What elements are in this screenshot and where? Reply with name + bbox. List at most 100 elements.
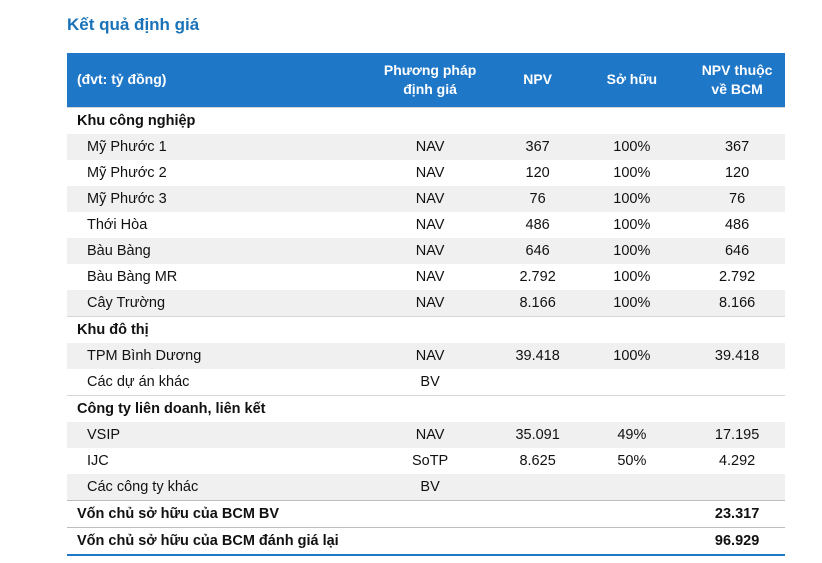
row-method: NAV (415, 268, 445, 285)
row-name: Thới Hòa (87, 216, 148, 233)
row-name: VSIP (67, 421, 360, 448)
section-row: Khu công nghiệp (67, 106, 785, 134)
row-ownership (574, 473, 690, 500)
row-npv-bcm: 76 (689, 185, 785, 212)
table-header-row: (đvt: tỷ đồng) Phương pháp định giá NPV … (67, 53, 785, 107)
table-row: TPM Bình Dương NAV 39.418 100% 39.418 (67, 342, 785, 369)
total-row: Vốn chủ sở hữu của BCM đánh giá lại 96.92… (67, 526, 785, 556)
row-npv-bcm (689, 473, 785, 500)
total-row: Vốn chủ sở hữu của BCM BV 23.317 (67, 499, 785, 527)
empty-cell (500, 315, 575, 343)
total-value: 96.929 (689, 526, 785, 556)
row-method: NAV (359, 289, 501, 316)
row-npv-bcm: 646 (689, 237, 785, 264)
row-name: Bàu Bàng MR (87, 268, 178, 285)
row-method: NAV (359, 342, 501, 369)
row-method: NAV (359, 185, 501, 212)
row-ownership: 100% (613, 216, 651, 233)
row-ownership: 50% (617, 452, 647, 469)
table-row: Các công ty khác BV (67, 473, 785, 500)
row-ownership: 100% (574, 133, 690, 160)
empty-cell (574, 315, 690, 343)
table-row: VSIP NAV 35.091 49% 17.195 (67, 421, 785, 448)
row-npv: 8.625 (519, 452, 556, 469)
table-body: Khu công nghiệp Mỹ Phước 1 NAV 367 100% 367 Mỹ… (67, 106, 785, 556)
row-npv: 76 (500, 185, 575, 212)
row-ownership: 100% (613, 164, 651, 181)
empty-cell (574, 394, 690, 422)
header-npv: NPV (523, 71, 553, 88)
row-npv: 367 (500, 133, 575, 160)
row-method: BV (359, 473, 501, 500)
row-name: Bàu Bàng (67, 237, 360, 264)
row-npv-bcm: 4.292 (718, 452, 756, 469)
row-name: Mỹ Phước 3 (67, 185, 360, 212)
total-label: Vốn chủ sở hữu của BCM đánh giá lại (67, 526, 690, 556)
row-npv: 120 (525, 164, 550, 181)
row-name: Các dự án khác (87, 373, 190, 390)
row-npv: 2.792 (519, 268, 556, 285)
empty-cell (574, 106, 690, 134)
row-npv: 646 (500, 237, 575, 264)
row-ownership (574, 369, 689, 396)
row-ownership: 49% (574, 421, 690, 448)
table-row: Bàu Bàng MR NAV 2.792 100% 2.792 (67, 264, 785, 290)
row-method: BV (420, 373, 440, 390)
row-method: NAV (359, 133, 501, 160)
empty-cell (359, 106, 501, 134)
row-npv: 486 (525, 216, 550, 233)
table-row: Cây Trường NAV 8.166 100% 8.166 (67, 289, 785, 316)
table-row: Mỹ Phước 3 NAV 76 100% 76 (67, 185, 785, 212)
table-row: Các dự án khác BV (67, 369, 785, 396)
row-method: NAV (415, 216, 445, 233)
header-ownership: Sở hữu (606, 71, 658, 88)
row-name: Mỹ Phước 2 (87, 164, 167, 181)
header-method-line1: Phương pháp (383, 61, 477, 78)
row-npv-bcm: 8.166 (689, 289, 785, 316)
row-name: Cây Trường (67, 289, 360, 316)
section-row: Khu đô thị (67, 315, 785, 343)
header-method: Phương pháp định giá (359, 53, 500, 107)
row-npv: 39.418 (500, 342, 575, 369)
row-npv-bcm: 17.195 (689, 421, 785, 448)
row-npv-bcm: 120 (724, 164, 750, 181)
row-name: TPM Bình Dương (67, 342, 360, 369)
empty-cell (689, 394, 785, 422)
row-ownership: 100% (574, 289, 690, 316)
section-label: Khu công nghiệp (67, 106, 360, 134)
section-row: Công ty liên doanh, liên kết (67, 394, 785, 422)
row-ownership: 100% (574, 185, 690, 212)
page-title: Kết quả định giá (67, 15, 200, 34)
row-name: Mỹ Phước 1 (67, 133, 360, 160)
table-row: IJC SoTP 8.625 50% 4.292 (67, 448, 785, 474)
empty-cell (500, 394, 575, 422)
header-npv-bcm-line1: NPV thuộc (701, 61, 773, 78)
total-label: Vốn chủ sở hữu của BCM BV (67, 499, 690, 527)
row-npv (500, 473, 575, 500)
row-npv-bcm: 39.418 (689, 342, 785, 369)
row-name: Các công ty khác (67, 473, 360, 500)
row-npv: 8.166 (500, 289, 575, 316)
row-ownership: 100% (574, 237, 690, 264)
row-ownership: 100% (613, 268, 651, 285)
row-npv (501, 369, 575, 396)
section-label: Khu đô thị (67, 315, 360, 343)
header-npv-bcm: NPV thuộc về BCM (689, 53, 785, 107)
valuation-table: (đvt: tỷ đồng) Phương pháp định giá NPV … (67, 53, 785, 556)
table-row: Mỹ Phước 2 NAV 120 100% 120 (67, 160, 785, 186)
empty-cell (500, 106, 575, 134)
row-method: NAV (359, 237, 501, 264)
row-method: SoTP (411, 452, 449, 469)
row-name: IJC (87, 452, 109, 469)
row-npv-bcm: 2.792 (718, 268, 756, 285)
empty-cell (689, 106, 785, 134)
row-npv: 35.091 (500, 421, 575, 448)
row-method: NAV (359, 421, 501, 448)
table-row: Bàu Bàng NAV 646 100% 646 (67, 237, 785, 264)
table-row: Mỹ Phước 1 NAV 367 100% 367 (67, 133, 785, 160)
row-method: NAV (415, 164, 445, 181)
header-npv-bcm-line2: về BCM (711, 80, 763, 97)
row-ownership: 100% (574, 342, 690, 369)
empty-cell (359, 315, 501, 343)
row-npv-bcm: 486 (724, 216, 750, 233)
